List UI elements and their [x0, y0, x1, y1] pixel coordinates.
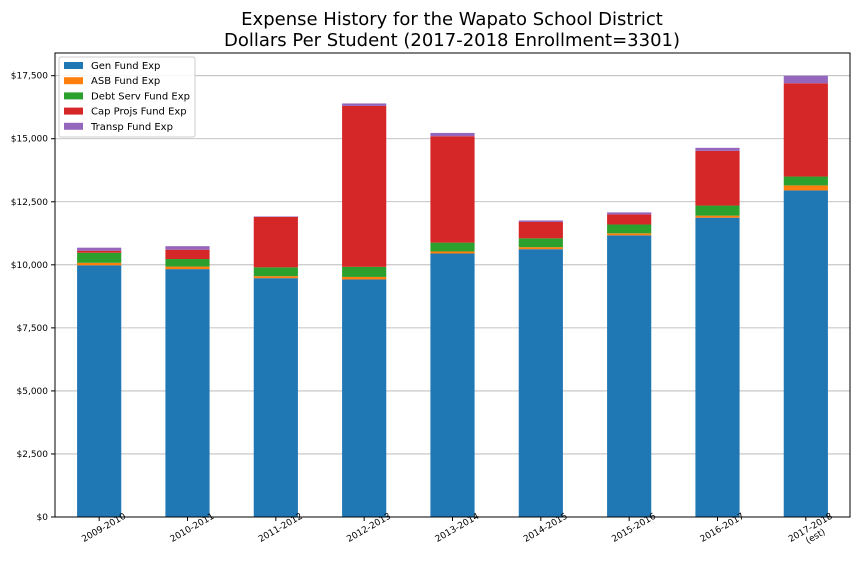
bar-segment: [77, 262, 122, 266]
bars: [77, 75, 828, 518]
legend-label: Gen Fund Exp: [91, 61, 160, 72]
y-tick-label: $2,500: [17, 450, 49, 460]
bar-segment: [607, 233, 652, 236]
legend-label: Cap Projs Fund Exp: [91, 107, 187, 118]
bar-segment: [165, 259, 210, 267]
bar-segment: [783, 75, 828, 84]
bar-segment: [165, 269, 210, 517]
bar-segment: [518, 238, 563, 248]
y-tick-label: $7,500: [17, 324, 49, 334]
bar-segment: [695, 215, 740, 218]
y-tick-label: $17,500: [11, 72, 48, 82]
bar-segment: [77, 250, 122, 253]
bar-segment: [607, 224, 652, 234]
x-axis: 2009-2010 2010-2011 2011-2012 2012-2013 2013…: [80, 512, 835, 547]
bar-segment: [342, 266, 387, 277]
bar-segment: [695, 205, 740, 216]
bar-segment: [77, 252, 122, 263]
bar-segment: [783, 83, 828, 177]
legend-label: Debt Serv Fund Exp: [91, 91, 190, 102]
bar-segment: [253, 278, 298, 517]
bar-segment: [518, 220, 563, 222]
bar-segment: [695, 147, 740, 151]
bar-segment: [342, 276, 387, 280]
bar-segment: [165, 266, 210, 270]
bar-segment: [783, 176, 828, 186]
y-axis: $0 $2,500 $5,000 $7,500 $10,000 $12,500 $15,00…: [11, 72, 55, 523]
bar-segment: [518, 247, 563, 250]
y-tick-label: $12,500: [11, 198, 48, 208]
legend-label: ASB Fund Exp: [91, 76, 160, 87]
chart-subtitle: Dollars Per Student (2017-2018 Enrollmen…: [224, 30, 680, 51]
legend-swatch: [64, 92, 83, 100]
y-tick-label: $10,000: [11, 261, 48, 271]
legend-label: Transp Fund Exp: [90, 122, 173, 133]
chart-title: Expense History for the Wapato School Di…: [241, 9, 663, 30]
legend-swatch: [64, 77, 83, 85]
bar-segment: [342, 279, 387, 517]
bar-segment: [783, 185, 828, 191]
y-tick-label: $0: [37, 513, 49, 523]
legend-swatch: [64, 122, 83, 130]
bar-segment: [430, 132, 475, 137]
bar-segment: [253, 216, 298, 217]
bar-segment: [77, 265, 122, 517]
bar-segment: [518, 249, 563, 518]
bar-segment: [695, 150, 740, 206]
bar-segment: [607, 235, 652, 518]
bar-segment: [518, 221, 563, 239]
legend-swatch: [64, 107, 83, 115]
bar-segment: [430, 242, 475, 252]
bar-segment: [342, 103, 387, 106]
bar-segment: [253, 276, 298, 279]
bar-segment: [607, 214, 652, 225]
y-tick-label: $15,000: [11, 135, 48, 145]
bar-segment: [783, 190, 828, 517]
y-tick-label: $5,000: [17, 387, 49, 397]
legend: Gen Fund Exp ASB Fund Exp Debt Serv Fund E…: [58, 56, 196, 138]
bar-segment: [253, 216, 298, 268]
bar-segment: [430, 251, 475, 254]
bar-segment: [165, 246, 210, 250]
x-tick-label: 2017-2018(est): [787, 512, 835, 547]
bar-segment: [253, 267, 298, 277]
bar-segment: [695, 217, 740, 518]
legend-swatch: [64, 62, 83, 69]
bar-segment: [165, 249, 210, 260]
bar-segment: [77, 247, 122, 251]
legend-box: [58, 56, 196, 138]
bar-segment: [430, 253, 475, 517]
bar-segment: [430, 136, 475, 243]
bar-segment: [342, 105, 387, 267]
bar-segment: [607, 212, 652, 215]
